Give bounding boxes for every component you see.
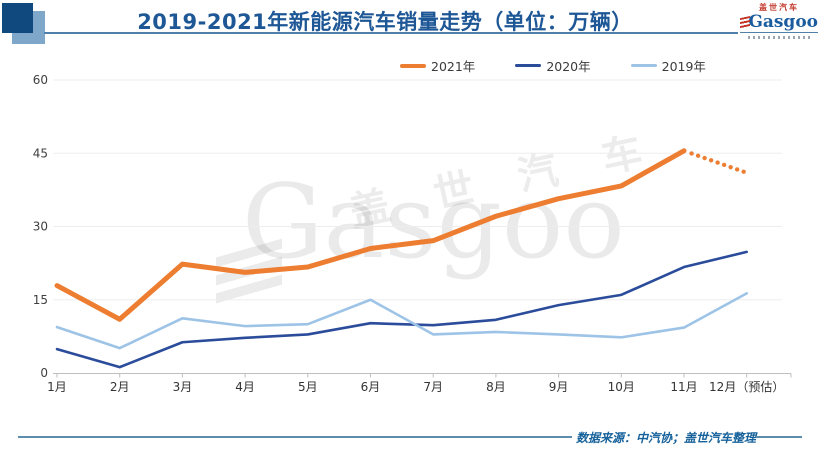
x-axis-label: 10月 <box>608 380 635 394</box>
logo-tagline <box>748 36 810 39</box>
x-axis-label: 12月（预估） <box>709 380 784 394</box>
logo-divider <box>740 32 818 33</box>
x-axis-label: 7月 <box>423 380 443 394</box>
legend-label-2019: 2019年 <box>661 59 706 74</box>
legend-swatch-2019 <box>630 64 657 67</box>
logo-brand-en: Gasgoo <box>748 12 818 32</box>
x-axis-label: 3月 <box>173 380 193 394</box>
legend-label-2020: 2020年 <box>546 59 591 74</box>
series-line-2021年 <box>54 148 687 322</box>
series-line-2020年 <box>55 250 749 369</box>
gasgoo-logo: 盖世汽车 Gasgoo <box>740 3 818 39</box>
series-line-2019年 <box>55 292 749 350</box>
legend-swatch-2020 <box>515 64 542 67</box>
source-divider-right <box>756 436 802 438</box>
legend-item-2019: 2019年 <box>630 56 706 75</box>
page-title: 2019-2021年新能源汽车销量走势（单位：万辆） <box>137 10 633 34</box>
x-axis-label: 6月 <box>361 380 381 394</box>
y-axis-label: 60 <box>33 73 48 87</box>
series-line-dotted-2021年 <box>689 151 749 175</box>
x-axis-label: 1月 <box>47 380 67 394</box>
y-axis-label: 30 <box>33 220 48 234</box>
legend-label-2021: 2021年 <box>431 59 476 74</box>
data-source-note: 数据来源：中汽协；盖世汽车整理 <box>576 431 757 445</box>
y-axis-label: 45 <box>33 146 48 160</box>
x-axis-label: 4月 <box>235 380 255 394</box>
legend-item-2020: 2020年 <box>515 56 591 75</box>
x-axis-label: 2月 <box>110 380 130 394</box>
x-axis-label: 5月 <box>298 380 318 394</box>
logo-brand-cn: 盖世汽车 <box>759 3 799 12</box>
chart-legend: 2021年 2020年 2019年 <box>400 56 706 75</box>
x-axis-label: 8月 <box>486 380 506 394</box>
legend-item-2021: 2021年 <box>400 56 475 75</box>
legend-swatch-2021 <box>400 63 426 68</box>
y-axis-label: 15 <box>33 293 48 307</box>
decor-square-dark <box>2 3 33 33</box>
header-divider <box>44 32 738 34</box>
x-axis-label: 11月 <box>670 380 697 394</box>
y-axis-label: 0 <box>40 366 48 380</box>
source-divider-left <box>18 436 572 438</box>
x-axis-label: 9月 <box>549 380 569 394</box>
